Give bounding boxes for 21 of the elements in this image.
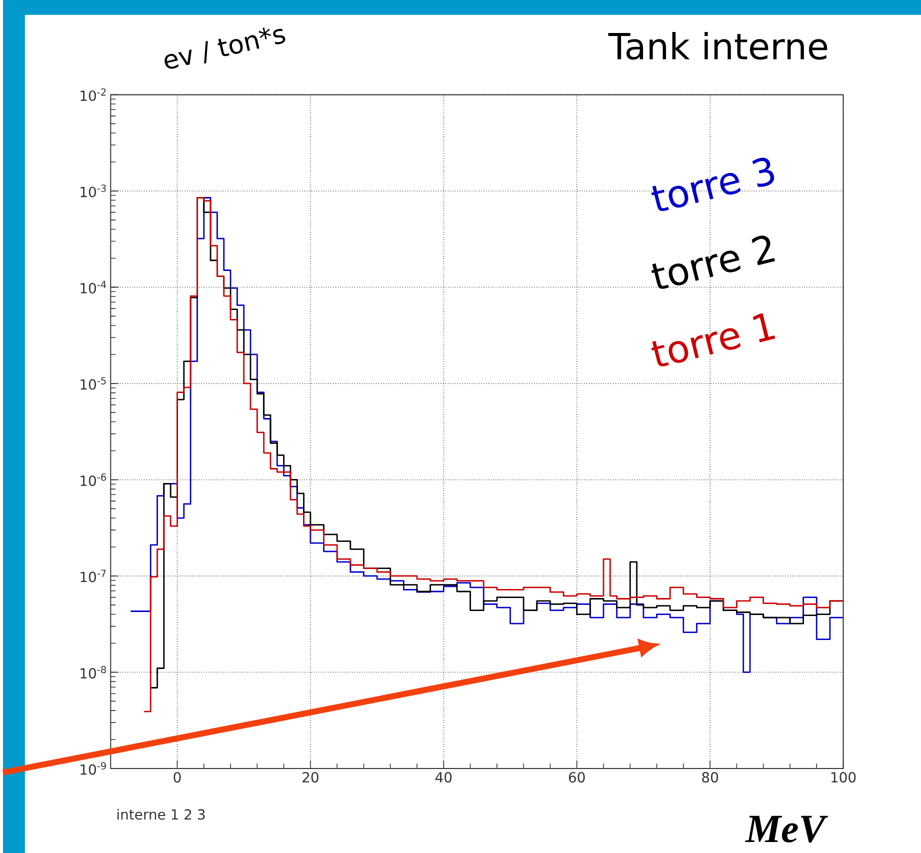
- x-tick-label: 0: [174, 772, 181, 782]
- x-tick-label: 80: [702, 772, 718, 782]
- y-axis-title: ev / ton*s: [164, 27, 286, 69]
- chart-title: Tank interne: [608, 32, 828, 60]
- text: interne 1 2 3: [117, 808, 205, 820]
- y-tick-label: 10$^{-9}$: [80, 762, 106, 775]
- y-tick-label: 10$^{-8}$: [80, 666, 106, 678]
- x-tick-label: 40: [435, 772, 452, 782]
- text: torre 1: [651, 313, 776, 366]
- text: torre 2: [651, 236, 775, 289]
- x-tick-label: 60: [568, 772, 585, 782]
- text: torre 3: [651, 158, 774, 211]
- x-axis-title: MeV: [745, 816, 828, 843]
- y-tick-label: 10$^{-3}$: [80, 184, 106, 198]
- y-tick-label: 10$^{-7}$: [80, 570, 106, 582]
- y-tick-label: 10$^{-2}$: [80, 88, 106, 101]
- y-tick-label: 10$^{-4}$: [80, 280, 106, 294]
- x-tick-label: 20: [302, 772, 318, 782]
- x-tick-label: 100: [831, 772, 856, 782]
- y-tick-label: 10$^{-6}$: [80, 473, 106, 486]
- y-tick-label: 10$^{-5}$: [80, 377, 106, 390]
